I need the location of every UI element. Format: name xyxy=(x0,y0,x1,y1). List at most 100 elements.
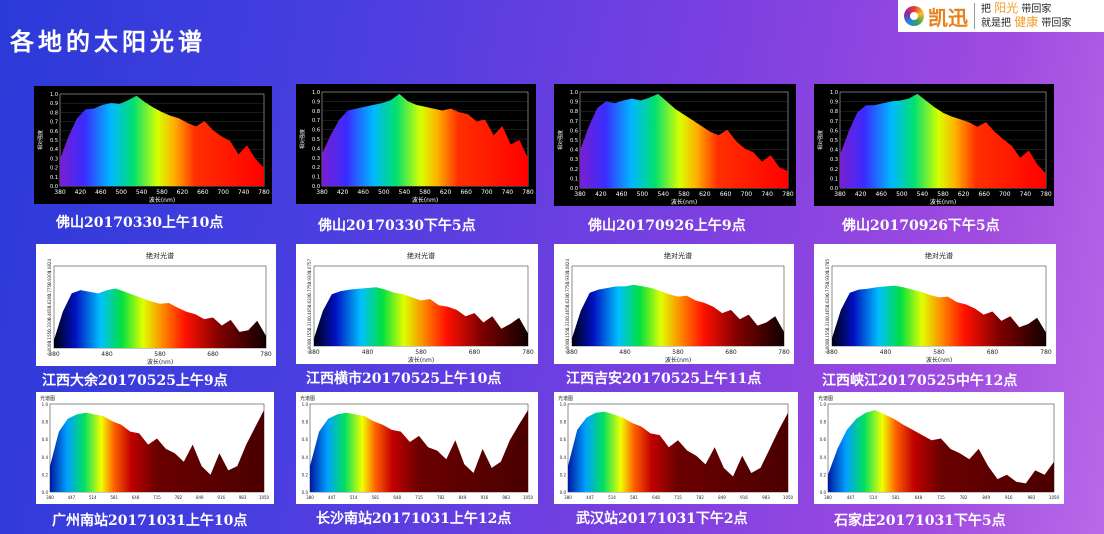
x-tick-label: 580 xyxy=(933,349,945,356)
x-tick-label: 849 xyxy=(196,495,204,500)
y-tick-label: 0.9 xyxy=(50,101,58,107)
y-tick-label: 0.9300 xyxy=(825,270,830,284)
x-tick-label: 580 xyxy=(678,191,690,198)
x-axis-label: 波长(nm) xyxy=(665,356,691,364)
y-tick-label: 0.0 xyxy=(42,490,49,495)
y-tick-label: 0.9 xyxy=(570,100,578,106)
x-tick-label: 514 xyxy=(608,495,616,500)
x-tick-label: 380 xyxy=(826,349,838,356)
x-tick-label: 620 xyxy=(699,191,711,198)
y-tick-label: 0.6200 xyxy=(307,293,312,307)
y-tick-label: 0.0 xyxy=(312,184,320,190)
y-axis-label: 相对强度 xyxy=(299,129,306,149)
spectrum-chart: 380 420 460 500 540 580 620 660 700 740 780 0.0 0.1 0… xyxy=(296,84,536,204)
spectrum-caption: 石家庄20171031下午5点 xyxy=(834,513,1006,529)
x-tick-label: 620 xyxy=(177,189,189,196)
y-tick-label: 0.3100 xyxy=(565,316,570,330)
spectrum-area xyxy=(60,95,264,186)
x-tick-label: 580 xyxy=(937,191,949,198)
chart-title: 绝对光谱 xyxy=(925,251,953,260)
x-tick-label: 480 xyxy=(101,351,113,358)
x-tick-label: 660 xyxy=(720,191,732,198)
x-tick-label: 700 xyxy=(999,191,1011,198)
x-tick-label: 660 xyxy=(460,189,472,196)
x-tick-label: 500 xyxy=(896,191,908,198)
spectrum-caption: 佛山20170330上午10点 xyxy=(56,215,224,231)
brand-mark-icon xyxy=(904,6,924,26)
y-tick-label: 0.9 xyxy=(312,99,320,105)
x-tick-label: 460 xyxy=(357,189,369,196)
x-tick-label: 540 xyxy=(657,191,669,198)
x-tick-label: 740 xyxy=(238,189,250,196)
x-tick-label: 780 xyxy=(260,351,272,358)
x-tick-label: 648 xyxy=(132,495,140,500)
x-tick-label: 380 xyxy=(564,495,572,500)
x-tick-label: 540 xyxy=(136,189,148,196)
y-tick-label: 0.9300 xyxy=(307,270,312,284)
y-tick-label: 0.0 xyxy=(830,186,838,192)
y-tick-label: 0.4 xyxy=(42,455,49,460)
y-tick-label: 0.8 xyxy=(830,109,838,115)
x-tick-label: 680 xyxy=(987,349,999,356)
x-tick-label: 680 xyxy=(207,351,219,358)
spectrum-area xyxy=(322,93,528,186)
y-tick-label: 0.0000 xyxy=(307,339,312,353)
spectrum-svg: 380 480 580 680 7800.00000.15500.31000.46500… xyxy=(36,244,276,366)
y-tick-label: 0.0000 xyxy=(565,339,570,353)
y-tick-label: 0.8 xyxy=(50,110,58,116)
spectrum-area xyxy=(314,287,528,346)
x-tick-label: 500 xyxy=(115,189,127,196)
y-tick-label: 0.0000 xyxy=(825,339,830,353)
x-tick-label: 648 xyxy=(915,495,923,500)
x-tick-label: 581 xyxy=(892,495,900,500)
x-tick-label: 740 xyxy=(502,189,514,196)
x-tick-label: 500 xyxy=(637,191,649,198)
y-tick-label: 0.3100 xyxy=(47,317,52,331)
spectrum-caption: 江西吉安20170525上午11点 xyxy=(566,371,762,387)
x-tick-label: 540 xyxy=(917,191,929,198)
x-tick-label: 700 xyxy=(481,189,493,196)
x-tick-label: 1050 xyxy=(523,495,534,500)
spectrum-area xyxy=(580,93,788,188)
y-tick-label: 0.2 xyxy=(312,165,320,171)
chart-title: 绝对光谱 xyxy=(407,251,435,260)
x-tick-label: 480 xyxy=(362,349,374,356)
y-tick-label: 1.0 xyxy=(50,92,58,98)
x-tick-label: 480 xyxy=(619,349,631,356)
y-tick-label: 1.0 xyxy=(830,90,838,96)
spectrum-chart: 380 480 580 680 780 0.0000 0.1550 0.3100 0.4650 0… xyxy=(554,244,794,364)
x-tick-label: 782 xyxy=(437,495,445,500)
chart-title: 绝对光谱 xyxy=(146,251,174,260)
y-tick-label: 1.0 xyxy=(560,402,567,407)
spectrum-caption: 广州南站20171031上午10点 xyxy=(52,513,248,529)
spectrum-svg: 380 447 514 581 648 715 782 849 916 983 1050 0.0 0.2… xyxy=(554,392,798,504)
x-tick-label: 620 xyxy=(958,191,970,198)
x-tick-label: 916 xyxy=(481,495,489,500)
y-tick-label: 0.1 xyxy=(50,175,58,181)
y-tick-label: 0.4 xyxy=(50,147,58,153)
y-tick-label: 0.6200 xyxy=(825,293,830,307)
y-tick-label: 0.9 xyxy=(830,100,838,106)
y-tick-label: 1.0824 xyxy=(565,259,570,273)
y-tick-label: 0.2 xyxy=(302,472,309,477)
x-tick-label: 581 xyxy=(372,495,380,500)
x-axis-label: 波长(nm) xyxy=(926,356,952,364)
y-tick-label: 0.6200 xyxy=(565,293,570,307)
page-title: 各地的太阳光谱 xyxy=(10,28,206,56)
x-tick-label: 740 xyxy=(1020,191,1032,198)
x-tick-label: 380 xyxy=(824,495,832,500)
y-tick-label: 0.1550 xyxy=(47,329,52,343)
spectrum-caption: 江西大余20170525上午9点 xyxy=(42,373,228,389)
y-tick-label: 1.0 xyxy=(42,402,49,407)
spectrum-caption: 武汉站20171031下午2点 xyxy=(576,511,748,527)
y-tick-label: 0.6 xyxy=(42,437,49,442)
y-axis-label: 相对强度 xyxy=(557,130,564,150)
y-tick-label: 0.8 xyxy=(312,109,320,115)
spectrum-chart: 380 480 580 680 780 0.0000 0.1550 0.3100 0.4650 0… xyxy=(36,244,276,366)
x-tick-label: 580 xyxy=(672,349,684,356)
y-tick-label: 0.6 xyxy=(830,128,838,134)
y-tick-label: 0.0 xyxy=(820,490,827,495)
spectrum-area xyxy=(50,410,264,492)
spectrum-area xyxy=(310,410,528,492)
y-tick-label: 0.6 xyxy=(50,129,58,135)
